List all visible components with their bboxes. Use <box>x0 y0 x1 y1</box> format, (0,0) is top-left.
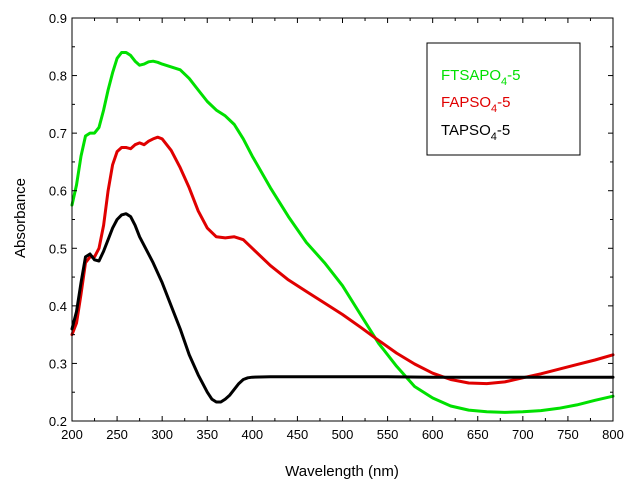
series-line-3 <box>70 212 615 404</box>
x-axis-title: Wavelength (nm) <box>285 463 399 480</box>
series-line-1 <box>70 51 615 414</box>
y-tick-label: 0.4 <box>49 299 67 314</box>
x-tick-label: 450 <box>287 427 309 442</box>
y-tick-label: 0.6 <box>49 184 67 199</box>
chart-ticks: 200 250 300 350 400 450 500 550 600 650 700 750 800 0… <box>49 11 624 442</box>
y-tick-label: 0.5 <box>49 241 67 256</box>
y-tick-label: 0.2 <box>49 414 67 429</box>
series-line-2 <box>70 135 615 386</box>
legend-box <box>426 42 581 156</box>
chart-lines <box>70 51 615 414</box>
y-tick-label: 0.3 <box>49 356 67 371</box>
legend: FTSAPO4-5 FAPSO4-5 TAPSO4-5 <box>426 42 581 156</box>
x-tick-label: 350 <box>196 427 218 442</box>
legend-entry-3: TAPSO4-5 <box>441 122 510 143</box>
x-tick-label: 400 <box>241 427 263 442</box>
y-tick-label: 0.7 <box>49 126 67 141</box>
x-tick-label: 800 <box>602 427 624 442</box>
y-tick-label: 0.9 <box>49 11 67 26</box>
x-tick-label: 600 <box>422 427 444 442</box>
x-tick-label: 650 <box>467 427 489 442</box>
x-tick-label: 500 <box>332 427 354 442</box>
legend-entry-2: FAPSO4-5 <box>441 94 511 115</box>
legend-entry-1: FTSAPO4-5 <box>441 67 520 88</box>
x-tick-label: 700 <box>512 427 534 442</box>
x-tick-label: 300 <box>151 427 173 442</box>
x-tick-label: 550 <box>377 427 399 442</box>
x-tick-label: 250 <box>106 427 128 442</box>
x-tick-label: 200 <box>61 427 83 442</box>
y-tick-label: 0.8 <box>49 69 67 84</box>
x-tick-label: 750 <box>557 427 579 442</box>
y-axis-title: Absorbance <box>12 178 29 258</box>
